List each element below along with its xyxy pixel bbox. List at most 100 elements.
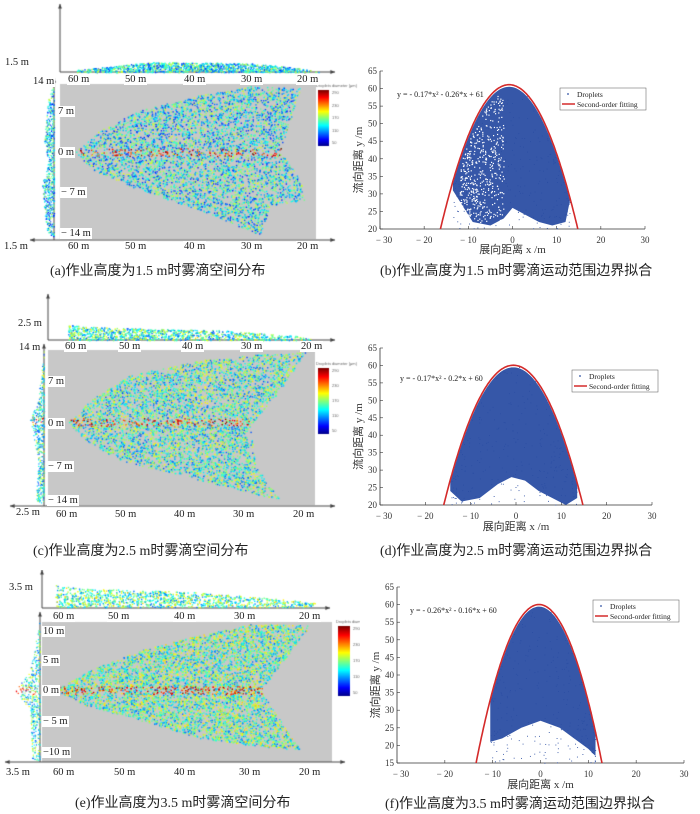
x-tick-label: 10 <box>584 769 594 779</box>
sparse-gap <box>479 171 481 173</box>
droplet-point <box>499 373 501 375</box>
sparse-gap <box>466 148 468 150</box>
droplet-point <box>480 451 482 453</box>
droplet-point <box>576 756 578 758</box>
droplet-point <box>455 497 457 499</box>
sparse-gap <box>488 194 490 196</box>
droplet-point <box>506 372 508 374</box>
droplet-point <box>480 458 482 460</box>
droplet-point <box>568 691 570 693</box>
sparse-gap <box>478 160 480 162</box>
droplet-point <box>507 170 509 172</box>
sparse-gap <box>484 111 486 113</box>
droplet-point <box>591 752 593 754</box>
sparse-gap <box>484 218 486 220</box>
droplet-point <box>561 668 563 670</box>
droplet-point <box>479 133 481 135</box>
droplet-point <box>525 654 527 656</box>
droplet-point <box>551 456 553 458</box>
droplet-point <box>567 729 569 731</box>
droplet-point <box>557 752 559 754</box>
droplet-point <box>560 729 562 731</box>
sparse-gap <box>482 216 485 218</box>
sparse-gap <box>491 197 493 199</box>
sparse-gap <box>488 184 490 186</box>
droplet-point <box>504 658 506 660</box>
droplet-point <box>500 692 502 694</box>
sparse-gap <box>501 197 503 199</box>
droplet-point <box>501 717 503 719</box>
sparse-gap <box>464 188 466 190</box>
droplet-point <box>550 611 552 613</box>
droplet-point <box>577 708 579 710</box>
sparse-gap <box>502 144 504 146</box>
caption-e: (e)作业高度为3.5 m时雾滴空间分布 <box>75 796 291 811</box>
droplet-point <box>512 641 514 643</box>
sparse-gap <box>490 148 492 150</box>
sparse-gap <box>474 197 476 199</box>
y-tick: − 7 m <box>47 461 74 472</box>
y-tick-label: 45 <box>368 413 378 423</box>
sparse-gap <box>497 163 499 165</box>
droplet-point <box>494 761 496 763</box>
droplet-point <box>533 110 535 112</box>
sparse-gap <box>479 218 481 220</box>
droplet-point <box>546 168 548 170</box>
droplet-point <box>472 487 474 489</box>
droplet-point <box>451 481 453 482</box>
sparse-gap <box>484 202 486 204</box>
sparse-gap <box>486 181 488 183</box>
droplet-point <box>565 666 567 668</box>
droplet-point <box>453 184 455 185</box>
sparse-gap <box>493 213 495 215</box>
sparse-gap <box>477 207 479 209</box>
droplet-point <box>560 204 562 206</box>
droplet-point <box>556 200 557 202</box>
sparse-gap <box>483 206 486 208</box>
sparse-gap <box>481 171 483 173</box>
droplet-point <box>496 377 498 379</box>
sparse-gap <box>470 208 472 210</box>
droplet-point <box>591 748 593 750</box>
droplet-point <box>556 182 558 183</box>
droplet-point <box>462 167 464 169</box>
droplets-region <box>490 606 596 756</box>
sparse-gap <box>486 125 488 127</box>
droplet-point <box>506 706 508 708</box>
y-tick-label: 25 <box>385 723 395 733</box>
sparse-gap <box>489 216 492 218</box>
droplet-point <box>563 668 565 670</box>
droplet-point <box>466 168 468 170</box>
sparse-gap <box>485 158 488 160</box>
droplet-point <box>557 656 559 658</box>
sparse-gap <box>467 168 469 170</box>
droplet-point <box>555 466 557 468</box>
droplet-point <box>530 141 531 143</box>
droplet-point <box>553 441 555 443</box>
droplet-point <box>584 716 586 718</box>
sparse-gap <box>476 196 478 198</box>
sparse-gap <box>495 143 497 145</box>
droplet-point <box>585 728 587 730</box>
sparse-gap <box>479 202 481 204</box>
sparse-gap <box>484 153 487 155</box>
droplet-point <box>497 185 499 186</box>
sparse-gap <box>494 147 496 149</box>
sparse-gap <box>466 184 468 187</box>
droplet-point <box>517 674 519 676</box>
droplet-point <box>495 441 497 443</box>
droplet-point <box>566 476 568 478</box>
sparse-gap <box>486 183 489 185</box>
droplet-point <box>514 137 516 139</box>
sparse-gap <box>473 195 475 198</box>
droplet-point <box>529 669 531 671</box>
sparse-gap <box>489 211 491 213</box>
droplet-point <box>501 217 503 219</box>
droplet-point <box>533 617 535 619</box>
droplet-point <box>556 636 558 638</box>
droplet-point <box>503 172 505 174</box>
sparse-gap <box>469 159 471 161</box>
sparse-gap <box>473 188 475 190</box>
sparse-gap <box>468 150 471 153</box>
caption-d: (d)作业高度为2.5 m时雾滴运动范围边界拟合 <box>380 544 653 559</box>
